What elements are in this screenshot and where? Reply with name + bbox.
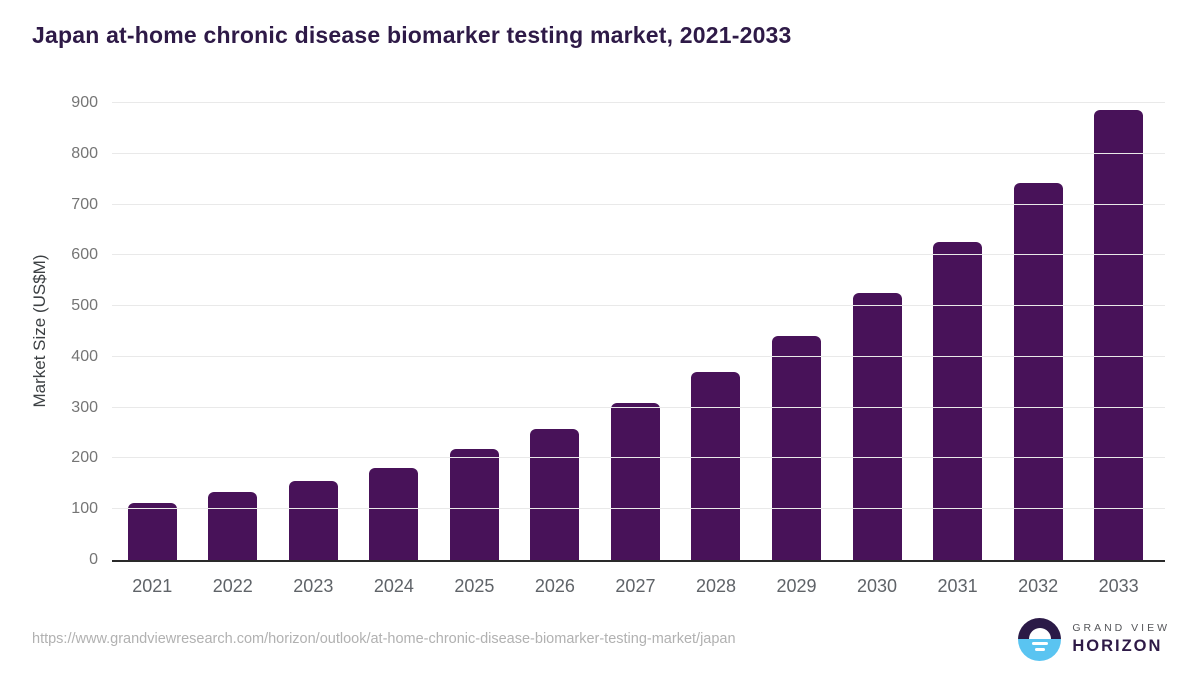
bar-column-2025: 2025 (434, 103, 515, 596)
bar-2025 (449, 449, 499, 560)
x-tick-label-2021: 2021 (132, 576, 173, 596)
gridline-200 (112, 457, 1165, 459)
gridline-900 (112, 102, 1165, 103)
bar-column-2022: 2022 (193, 103, 274, 596)
x-tick-label-2029: 2029 (776, 576, 817, 596)
bar-column-2032: 2032 (998, 103, 1079, 596)
bar-column-2027: 2027 (595, 103, 676, 596)
horizon-sun-logo-icon (1018, 617, 1062, 661)
y-tick-label-700: 700 (71, 195, 98, 213)
y-axis-title: Market Size (US$M) (30, 254, 49, 408)
bar-columns: 2021 2022 2023 2024 2025 2026 2027 2028 2029 2030… (112, 103, 1159, 596)
bar-2031 (933, 242, 983, 560)
chart-footer: https://www.grandviewresearch.com/horizo… (32, 615, 1170, 663)
bar-2023 (288, 480, 338, 560)
x-tick-label-2030: 2030 (857, 576, 898, 596)
bar-2022 (208, 492, 258, 560)
bar-column-2031: 2031 (917, 103, 998, 596)
y-tick-label-600: 600 (71, 246, 98, 264)
x-tick-label-2027: 2027 (615, 576, 656, 596)
grand-view-horizon-logo: GRAND VIEW HORIZON (1018, 617, 1170, 661)
x-tick-label-2024: 2024 (373, 576, 414, 596)
logo-wordmark: GRAND VIEW HORIZON (1072, 622, 1170, 656)
x-tick-label-2026: 2026 (534, 576, 575, 596)
x-tick-label-2022: 2022 (212, 576, 253, 596)
source-url: https://www.grandviewresearch.com/horizo… (32, 631, 736, 647)
logo-sun-shape (1028, 628, 1051, 639)
gridline-800 (112, 152, 1165, 154)
bar-2021 (127, 503, 177, 560)
bar-2029 (772, 336, 822, 560)
bar-column-2030: 2030 (837, 103, 918, 596)
logo-reflection-line (1034, 647, 1045, 651)
y-tick-label-300: 300 (71, 398, 98, 416)
gridline-700 (112, 203, 1165, 205)
y-tick-label-200: 200 (71, 449, 98, 467)
bar-2024 (369, 467, 419, 560)
bar-column-2023: 2023 (273, 103, 354, 596)
bar-2032 (1013, 182, 1063, 560)
x-tick-label-2025: 2025 (454, 576, 495, 596)
chart-title: Japan at-home chronic disease biomarker … (32, 22, 792, 48)
bar-column-2024: 2024 (354, 103, 435, 596)
x-tick-label-2032: 2032 (1018, 576, 1059, 596)
gridline-500 (112, 305, 1165, 307)
y-tick-label-900: 900 (71, 94, 98, 111)
bar-column-2028: 2028 (676, 103, 757, 596)
y-tick-label-800: 800 (71, 144, 98, 162)
bar-column-2029: 2029 (756, 103, 837, 596)
gridline-600 (112, 254, 1165, 256)
y-tick-label-400: 400 (71, 347, 98, 365)
bar-column-2021: 2021 (112, 103, 193, 596)
bar-column-2033: 2033 (1078, 103, 1159, 596)
x-tick-label-2033: 2033 (1098, 576, 1139, 596)
logo-brand-name: GRAND VIEW (1072, 622, 1170, 634)
bar-2030 (852, 293, 902, 560)
bar-2027 (610, 402, 660, 560)
y-tick-label-100: 100 (71, 500, 98, 518)
bar-chart-plot-area: 2021 2022 2023 2024 2025 2026 2027 2028 2029 2030… (71, 95, 1165, 596)
x-tick-label-2031: 2031 (937, 576, 978, 596)
x-tick-label-2028: 2028 (695, 576, 736, 596)
y-tick-label-0: 0 (89, 551, 98, 568)
bar-2026 (530, 429, 580, 560)
gridline-100 (112, 508, 1165, 510)
logo-product-name: HORIZON (1072, 637, 1163, 655)
bar-2028 (691, 372, 741, 560)
bar-2033 (1094, 110, 1144, 560)
y-tick-label-500: 500 (71, 297, 98, 315)
logo-reflection-line (1031, 641, 1048, 645)
bar-column-2026: 2026 (515, 103, 596, 596)
x-tick-label-2023: 2023 (293, 576, 334, 596)
gridline-400 (112, 355, 1165, 357)
gridline-300 (112, 406, 1165, 408)
